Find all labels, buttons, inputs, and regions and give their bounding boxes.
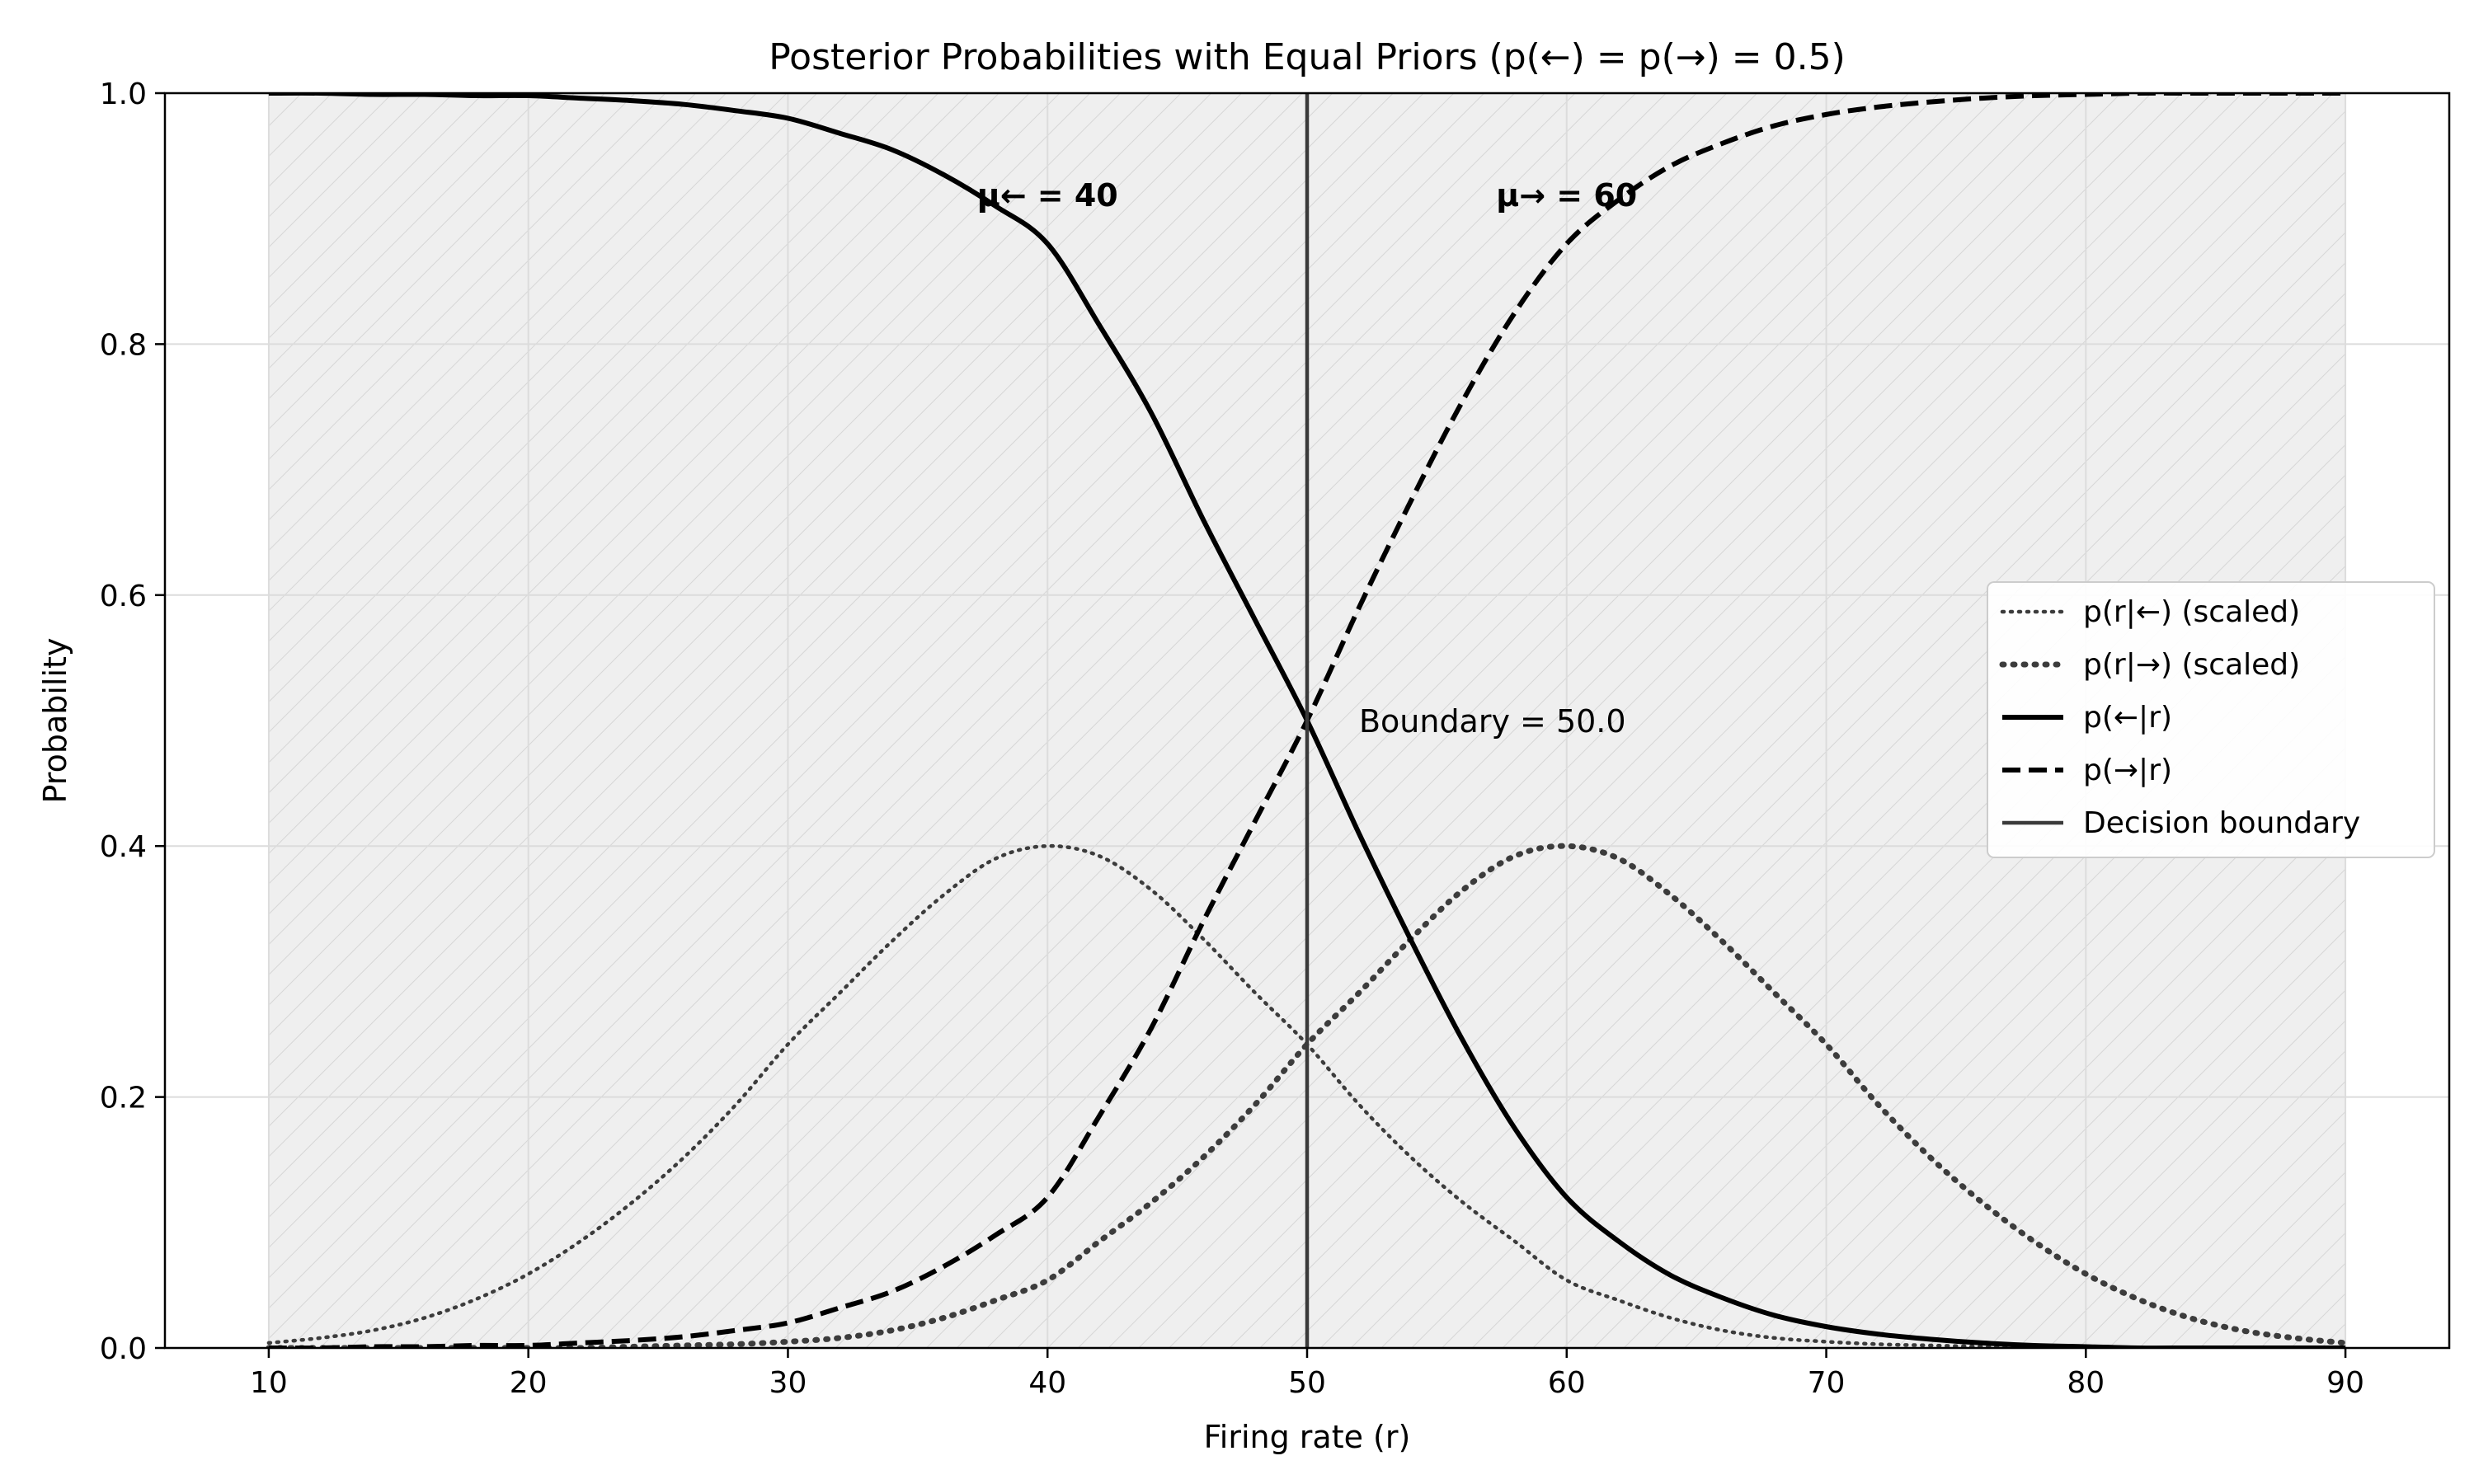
mu-left-annotation: μ← = 40 [977, 177, 1118, 214]
chart-title: Posterior Probabilities with Equal Prior… [769, 36, 1846, 78]
x-tick-label: 50 [1288, 1366, 1326, 1400]
legend-label: p(→|r) [2083, 754, 2172, 787]
x-tick-label: 60 [1548, 1366, 1586, 1400]
x-axis-label: Firing rate (r) [1204, 1419, 1411, 1455]
x-tick-label: 90 [2326, 1366, 2364, 1400]
likelihood-left-line [266, 843, 2348, 1348]
mu-right-annotation: μ→ = 60 [1496, 177, 1637, 214]
y-tick-label: 0.0 [100, 1332, 147, 1366]
y-tick-label: 0.8 [100, 328, 147, 362]
x-tick-label: 80 [2067, 1366, 2105, 1400]
y-tick-label: 1.0 [100, 77, 147, 111]
x-tick-label: 20 [510, 1366, 548, 1400]
legend-label: p(←|r) [2083, 701, 2172, 735]
y-axis-label: Probability [37, 638, 73, 804]
x-tick-label: 40 [1028, 1366, 1066, 1400]
boundary-annotation: Boundary = 50.0 [1359, 703, 1626, 740]
x-tick-label: 10 [250, 1366, 288, 1400]
y-tick-label: 0.4 [100, 830, 147, 864]
legend-box [1987, 581, 2435, 858]
y-tick-label: 0.6 [100, 580, 147, 613]
y-tick-label: 0.2 [100, 1082, 147, 1115]
legend-label: p(r|→) (scaled) [2083, 648, 2300, 682]
likelihood-right-line [266, 843, 2349, 1348]
x-tick-label: 30 [769, 1366, 807, 1400]
x-tick-label: 70 [1808, 1366, 1846, 1400]
legend-label: p(r|←) (scaled) [2083, 595, 2300, 629]
legend-label: Decision boundary [2083, 806, 2360, 840]
legend: p(r|←) (scaled) p(r|→) (scaled) p(←|r) p(→|… [1987, 581, 2435, 858]
